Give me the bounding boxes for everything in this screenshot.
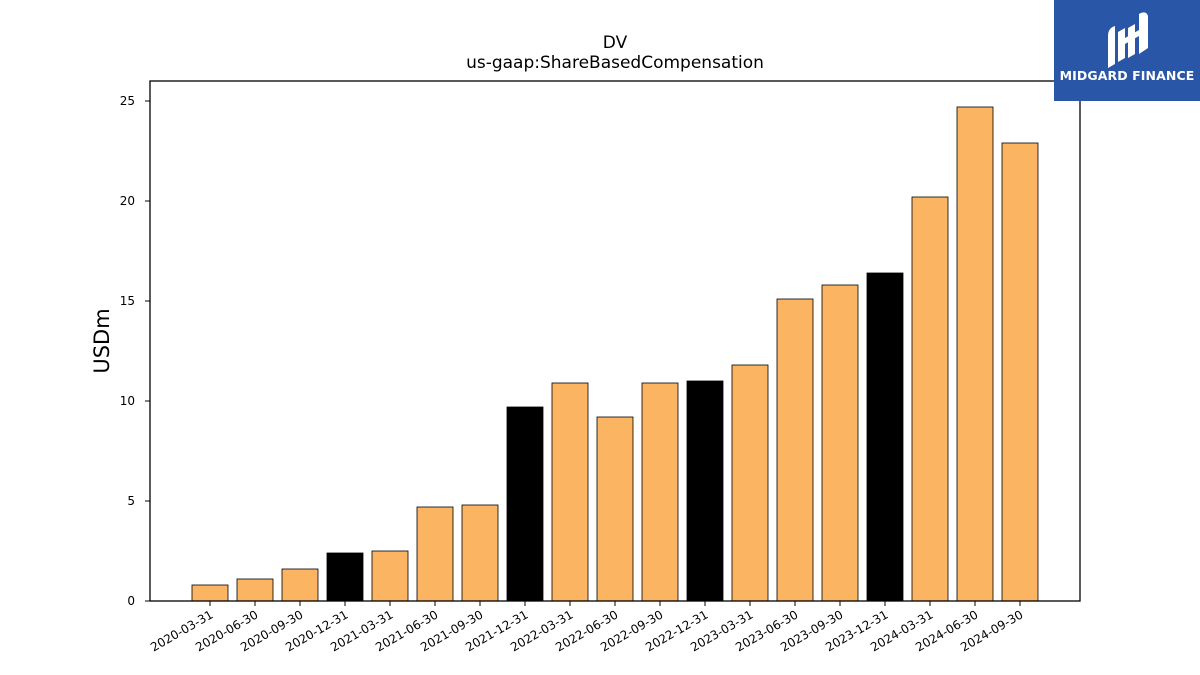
midgard-finance-logo: MIDGARD FINANCE — [1054, 0, 1200, 101]
bar-2022-06-30 — [596, 416, 634, 602]
bar-2023-12-31 — [866, 272, 904, 602]
bar-2023-06-30 — [776, 298, 814, 602]
bar-2024-09-30 — [1001, 142, 1039, 602]
plot-frame — [149, 80, 1081, 602]
logo-text: MIDGARD FINANCE — [1059, 68, 1195, 83]
bar-2022-03-31 — [551, 382, 589, 602]
bar-2020-09-30 — [281, 568, 319, 602]
bar-2024-03-31 — [911, 196, 949, 602]
y-tick-label: 20 — [120, 194, 135, 208]
logo-mark-icon — [1108, 12, 1148, 68]
y-tick-label: 5 — [127, 494, 135, 508]
bar-2023-03-31 — [731, 364, 769, 602]
bar-2022-12-31 — [686, 380, 724, 602]
y-tick-label: 10 — [120, 394, 135, 408]
bar-2021-12-31 — [506, 406, 544, 602]
bar-2020-03-31 — [191, 584, 229, 602]
y-tick-label: 25 — [120, 94, 135, 108]
bar-2020-06-30 — [236, 578, 274, 602]
chart-subtitle: us-gaap:ShareBasedCompensation — [466, 53, 764, 73]
bar-2021-03-31 — [371, 550, 409, 602]
y-tick-label: 0 — [127, 594, 135, 608]
bar-2024-06-30 — [956, 106, 994, 602]
x-axis: 2020-03-312020-06-302020-09-302020-12-31… — [148, 601, 1026, 654]
bars-group — [191, 106, 1039, 602]
y-axis-label: USDm — [90, 308, 114, 373]
chart-title: DV — [603, 33, 628, 53]
bar-2021-09-30 — [461, 504, 499, 602]
y-axis: 0 5 10 15 20 25 — [120, 94, 150, 608]
bar-2020-12-31 — [326, 552, 364, 602]
bar-2021-06-30 — [416, 506, 454, 602]
y-tick-label: 15 — [120, 294, 135, 308]
bar-2023-09-30 — [821, 284, 859, 602]
bar-2022-09-30 — [641, 382, 679, 602]
